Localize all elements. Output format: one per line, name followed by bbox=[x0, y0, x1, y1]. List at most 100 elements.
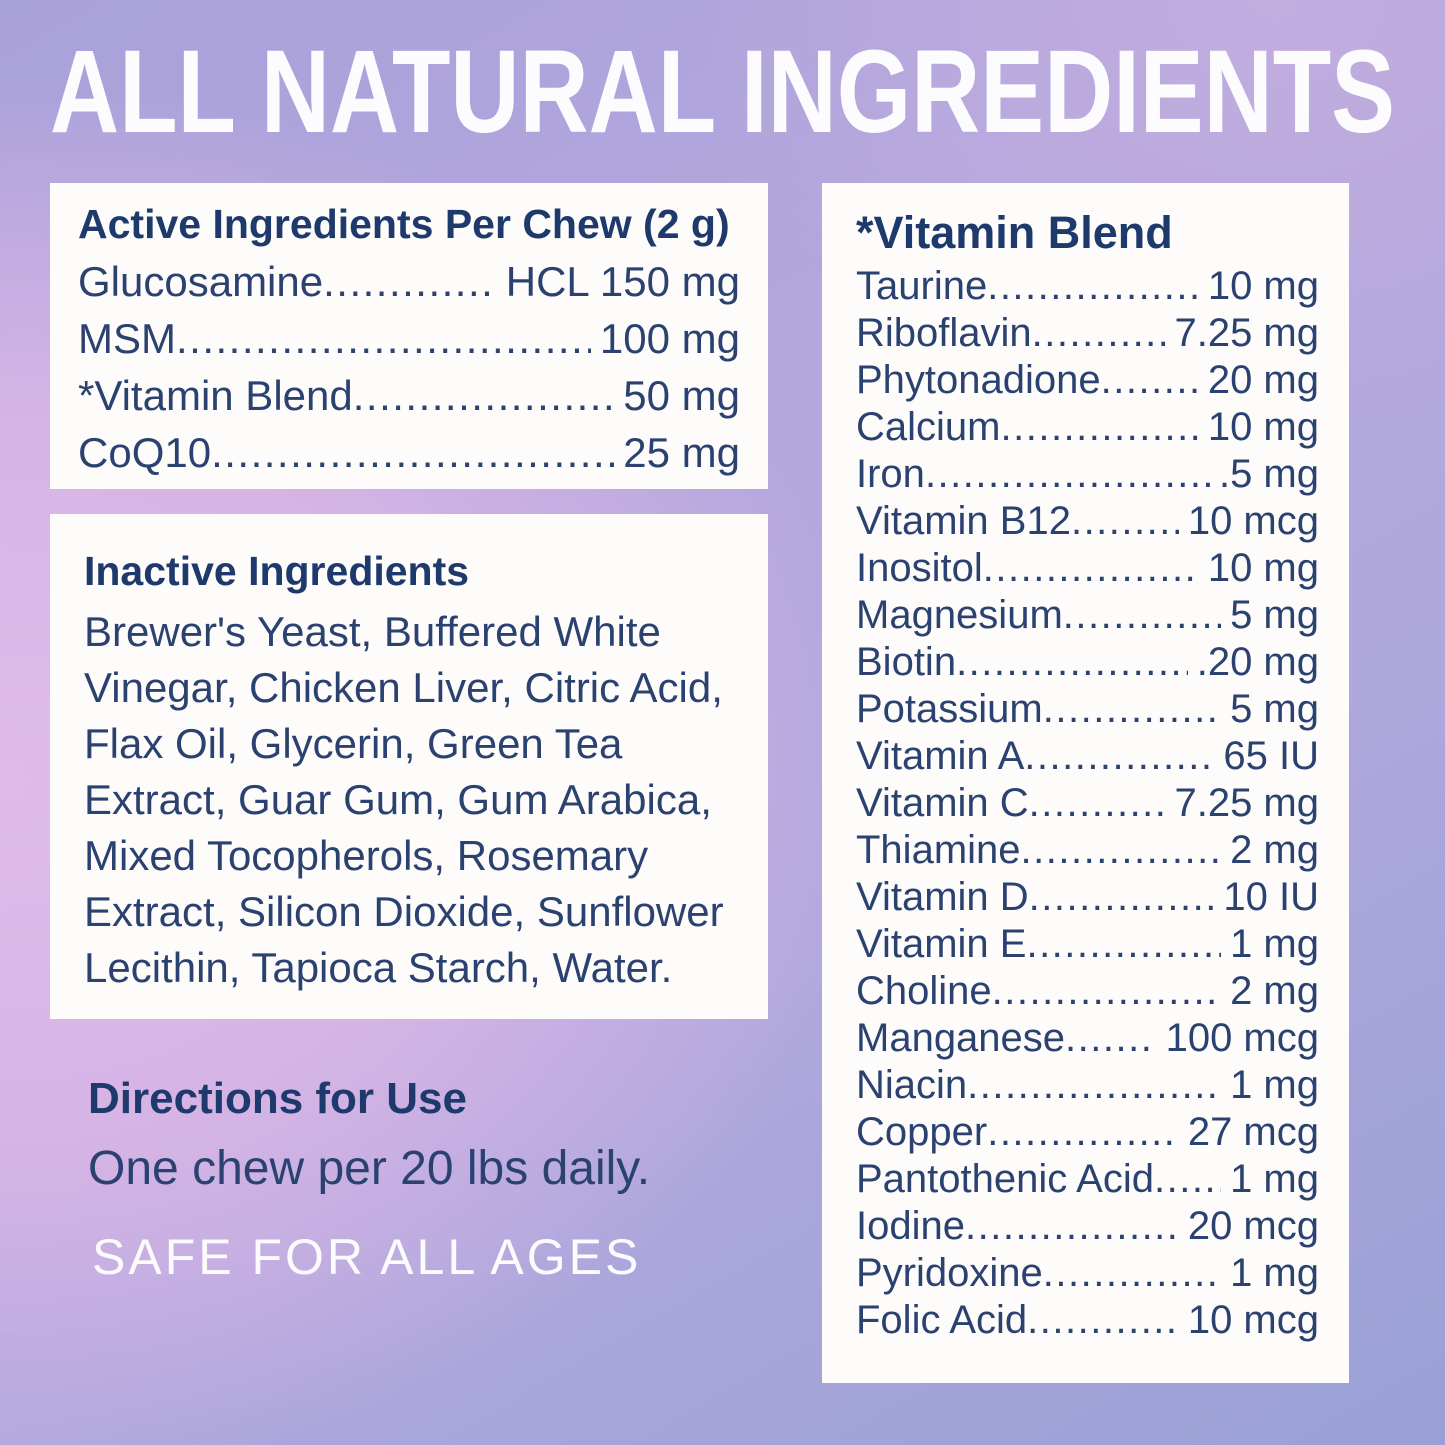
dot-leader: ........................................… bbox=[1028, 781, 1166, 825]
inactive-ingredients-box: Inactive Ingredients Brewer's Yeast, Buf… bbox=[50, 514, 768, 1019]
dot-leader: ........................................… bbox=[956, 640, 1188, 684]
vitamin-blend-box: *Vitamin Blend Taurine .................… bbox=[822, 183, 1349, 1383]
vitamin-value: 27 mcg bbox=[1187, 1110, 1319, 1154]
vitamin-row: Potassium ..............................… bbox=[856, 686, 1319, 733]
active-ingredients-heading: Active Ingredients Per Chew (2 g) bbox=[78, 201, 730, 247]
directions-section: Directions for Use One chew per 20 lbs d… bbox=[88, 1074, 748, 1196]
dot-leader: ........................................… bbox=[1070, 499, 1179, 543]
ingredient-name: CoQ10 bbox=[78, 429, 212, 476]
vitamin-row: Vitamin A ..............................… bbox=[856, 733, 1319, 780]
dot-leader: ........................................… bbox=[211, 429, 614, 476]
vitamin-blend-heading: *Vitamin Blend bbox=[856, 207, 1173, 258]
dot-leader: ........................................… bbox=[982, 546, 1199, 590]
ingredient-value: 50 mg bbox=[623, 372, 740, 419]
vitamin-value: 10 mcg bbox=[1187, 499, 1319, 543]
active-ingredients-list: Glucosamine ............................… bbox=[78, 253, 740, 481]
vitamin-name: Choline bbox=[856, 969, 992, 1013]
page-title: ALL NATURAL INGREDIENTS bbox=[50, 26, 1395, 158]
vitamin-name: Biotin bbox=[856, 640, 957, 684]
dot-leader: ........................................… bbox=[1100, 358, 1199, 402]
ingredient-row: MSM ....................................… bbox=[78, 310, 740, 367]
vitamin-name: Riboflavin bbox=[856, 311, 1032, 355]
vitamin-name: Niacin bbox=[856, 1063, 968, 1107]
vitamin-name: Magnesium bbox=[856, 593, 1063, 637]
dot-leader: ........................................… bbox=[1026, 922, 1221, 966]
vitamin-row: Phytonadione ...........................… bbox=[856, 357, 1319, 404]
vitamin-value: 20 mcg bbox=[1187, 1204, 1319, 1248]
vitamin-name: Taurine bbox=[856, 264, 988, 308]
dot-leader: ........................................… bbox=[1024, 734, 1214, 778]
vitamin-row: Folic Acid .............................… bbox=[856, 1297, 1319, 1344]
vitamin-row: Pyridoxine .............................… bbox=[856, 1250, 1319, 1297]
ingredient-name: *Vitamin Blend bbox=[78, 372, 353, 419]
dot-leader: ........................................… bbox=[991, 969, 1221, 1013]
active-ingredients-box: Active Ingredients Per Chew (2 g) Glucos… bbox=[50, 183, 768, 489]
vitamin-row: Biotin .................................… bbox=[856, 639, 1319, 686]
ingredient-name: Glucosamine bbox=[78, 258, 324, 305]
vitamin-name: Vitamin B12 bbox=[856, 499, 1071, 543]
directions-text: One chew per 20 lbs daily. bbox=[88, 1142, 651, 1195]
dot-leader: ........................................… bbox=[1042, 687, 1221, 731]
inactive-ingredients-text: Brewer's Yeast, Buffered White Vinegar, … bbox=[84, 608, 724, 991]
vitamin-name: Iodine bbox=[856, 1204, 965, 1248]
vitamin-row: Iron ...................................… bbox=[856, 451, 1319, 498]
vitamin-value: 1 mg bbox=[1230, 1251, 1319, 1295]
vitamin-row: Thiamine ...............................… bbox=[856, 827, 1319, 874]
vitamin-value: 1 mg bbox=[1230, 922, 1319, 966]
vitamin-name: Vitamin A bbox=[856, 734, 1025, 778]
vitamin-name: Calcium bbox=[856, 405, 1001, 449]
vitamin-value: 100 mcg bbox=[1165, 1016, 1319, 1060]
vitamin-row: Vitamin B12 ............................… bbox=[856, 498, 1319, 545]
vitamin-name: Inositol bbox=[856, 546, 983, 590]
dot-leader: ........................................… bbox=[1154, 1157, 1221, 1201]
inactive-ingredients-heading: Inactive Ingredients bbox=[84, 548, 470, 594]
vitamin-value: 7.25 mg bbox=[1174, 781, 1319, 825]
vitamin-row: Taurine ................................… bbox=[856, 263, 1319, 310]
dot-leader: ........................................… bbox=[967, 1063, 1221, 1107]
ingredient-row: Glucosamine ............................… bbox=[78, 253, 740, 310]
safe-for-all-ages-note: SAFE FOR ALL AGES bbox=[92, 1229, 642, 1285]
page-title-text: ALL NATURAL INGREDIENTS bbox=[50, 36, 1395, 148]
dot-leader: ........................................… bbox=[1027, 1298, 1179, 1342]
vitamin-row: Copper .................................… bbox=[856, 1109, 1319, 1156]
vitamin-row: Choline ................................… bbox=[856, 968, 1319, 1015]
vitamin-row: Inositol ...............................… bbox=[856, 545, 1319, 592]
vitamin-row: Riboflavin .............................… bbox=[856, 310, 1319, 357]
vitamin-name: Pyridoxine bbox=[856, 1251, 1043, 1295]
vitamin-row: Calcium ................................… bbox=[856, 404, 1319, 451]
vitamin-row: Vitamin D ..............................… bbox=[856, 874, 1319, 921]
dot-leader: ........................................… bbox=[964, 1204, 1179, 1248]
ingredient-row: *Vitamin Blend .........................… bbox=[78, 367, 740, 424]
vitamin-value: 2 mg bbox=[1230, 969, 1319, 1013]
vitamin-row: Iodine .................................… bbox=[856, 1203, 1319, 1250]
vitamin-name: Copper bbox=[856, 1110, 988, 1154]
dot-leader: ........................................… bbox=[1065, 1016, 1157, 1060]
vitamin-name: Iron bbox=[856, 452, 925, 496]
vitamin-row: Magnesium ..............................… bbox=[856, 592, 1319, 639]
vitamin-value: 10 mg bbox=[1207, 546, 1319, 590]
vitamin-row: Niacin .................................… bbox=[856, 1062, 1319, 1109]
dot-leader: ........................................… bbox=[1031, 311, 1166, 355]
ingredient-name: MSM bbox=[78, 315, 176, 362]
dot-leader: ........................................… bbox=[1000, 405, 1199, 449]
vitamin-name: Thiamine bbox=[856, 828, 1021, 872]
vitamin-value: 10 mg bbox=[1207, 405, 1319, 449]
vitamin-value: 20 mg bbox=[1207, 358, 1319, 402]
dot-leader: ........................................… bbox=[1042, 1251, 1221, 1295]
dot-leader: ........................................… bbox=[1028, 875, 1215, 919]
vitamin-name: Pantothenic Acid bbox=[856, 1157, 1154, 1201]
vitamin-blend-list: Taurine ................................… bbox=[856, 263, 1319, 1344]
vitamin-value: 10 mcg bbox=[1187, 1298, 1319, 1342]
dot-leader: ........................................… bbox=[924, 452, 1210, 496]
vitamin-name: Vitamin E bbox=[856, 922, 1027, 966]
vitamin-name: Phytonadione bbox=[856, 358, 1101, 402]
vitamin-value: 5 mg bbox=[1230, 593, 1319, 637]
page-title-svg: ALL NATURAL INGREDIENTS bbox=[50, 26, 1395, 158]
directions-heading: Directions for Use bbox=[88, 1074, 467, 1123]
vitamin-value: 2 mg bbox=[1230, 828, 1319, 872]
ingredient-value: HCL 150 mg bbox=[505, 258, 740, 305]
vitamin-name: Vitamin C bbox=[856, 781, 1029, 825]
vitamin-row: Pantothenic Acid .......................… bbox=[856, 1156, 1319, 1203]
vitamin-value: 1 mg bbox=[1230, 1063, 1319, 1107]
